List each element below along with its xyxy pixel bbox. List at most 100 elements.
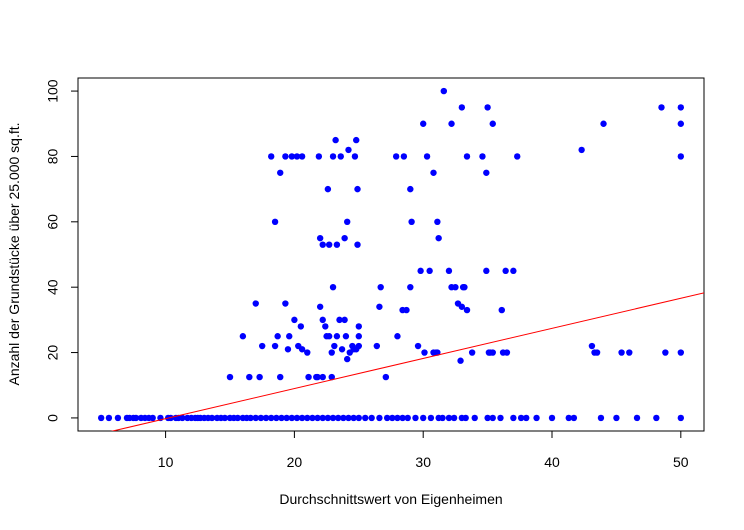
data-point <box>315 153 323 160</box>
data-point <box>297 323 305 330</box>
data-point <box>420 120 427 127</box>
data-point <box>149 414 156 422</box>
data-point <box>354 241 361 248</box>
data-point <box>293 153 301 160</box>
data-point <box>114 414 122 422</box>
data-point <box>239 333 247 340</box>
data-point <box>355 342 362 350</box>
data-point <box>653 414 660 422</box>
data-point <box>523 414 530 422</box>
data-point <box>337 153 344 160</box>
data-point <box>420 414 427 422</box>
data-point <box>340 414 347 422</box>
data-point <box>344 355 351 363</box>
data-point <box>445 267 453 275</box>
data-point <box>662 349 669 356</box>
data-point <box>600 120 607 127</box>
x-tick-label: 40 <box>544 454 560 470</box>
regression-line-path <box>110 292 704 431</box>
y-tick-label: 20 <box>45 345 61 361</box>
data-point <box>484 414 491 422</box>
data-point <box>463 306 471 314</box>
data-point <box>344 218 351 226</box>
y-tick-label: 40 <box>45 279 61 295</box>
data-point <box>334 414 342 422</box>
data-point <box>252 414 259 422</box>
data-point <box>298 346 306 353</box>
data-point <box>319 414 326 422</box>
data-point <box>394 414 401 422</box>
data-point <box>257 414 265 422</box>
data-point <box>618 349 625 356</box>
data-point <box>341 316 348 324</box>
data-point <box>498 306 505 314</box>
data-point <box>457 357 464 364</box>
data-point <box>677 153 685 160</box>
data-point <box>489 414 496 422</box>
data-point <box>298 153 306 160</box>
data-point <box>282 300 289 307</box>
y-axis-title: Anzahl der Grundstücke über 25.000 sq.ft… <box>6 122 22 385</box>
data-point <box>246 373 253 381</box>
data-point <box>373 342 381 350</box>
data-point <box>353 136 360 144</box>
data-point <box>458 104 466 111</box>
data-point <box>319 316 326 324</box>
data-point <box>273 414 280 422</box>
data-point <box>483 169 490 176</box>
y-tick-label: 0 <box>45 414 61 422</box>
data-point <box>399 414 406 422</box>
data-point <box>503 349 511 356</box>
data-point <box>298 414 306 422</box>
data-point <box>355 414 362 422</box>
y-tick-label: 60 <box>45 214 61 230</box>
data-points <box>97 87 685 422</box>
data-point <box>463 153 471 160</box>
data-point <box>382 373 390 381</box>
data-point <box>316 234 324 242</box>
data-point <box>278 414 285 422</box>
data-point <box>324 185 332 193</box>
x-tick-label: 20 <box>287 454 303 470</box>
data-point <box>677 349 685 356</box>
data-point <box>325 241 333 248</box>
data-point <box>376 414 383 422</box>
data-point <box>351 153 359 160</box>
data-point <box>319 241 326 248</box>
data-point <box>458 303 466 310</box>
data-point <box>316 303 324 310</box>
data-point <box>305 373 312 381</box>
data-point <box>394 333 401 340</box>
data-point <box>578 146 585 154</box>
data-point <box>417 267 424 275</box>
data-point <box>283 414 290 422</box>
data-point <box>274 333 281 340</box>
data-point <box>677 104 685 111</box>
data-point <box>284 346 292 353</box>
data-point <box>304 414 311 422</box>
data-point <box>510 267 517 275</box>
data-point <box>282 153 289 160</box>
data-point <box>565 414 572 422</box>
data-point <box>377 283 384 291</box>
data-point <box>325 333 333 340</box>
data-point <box>271 342 279 350</box>
data-point <box>548 414 556 422</box>
data-point <box>597 414 605 422</box>
data-point <box>448 120 455 127</box>
data-point <box>304 349 311 356</box>
data-point <box>258 342 266 350</box>
data-point <box>226 373 234 381</box>
data-point <box>362 414 369 422</box>
data-point <box>336 316 343 324</box>
data-point <box>350 414 357 422</box>
data-point <box>404 414 411 422</box>
data-point <box>626 349 633 356</box>
data-point <box>234 414 241 422</box>
data-point <box>497 414 504 422</box>
data-point <box>288 414 296 422</box>
data-point <box>408 218 415 226</box>
data-point <box>333 333 341 340</box>
data-point <box>286 333 293 340</box>
data-point <box>331 342 338 350</box>
